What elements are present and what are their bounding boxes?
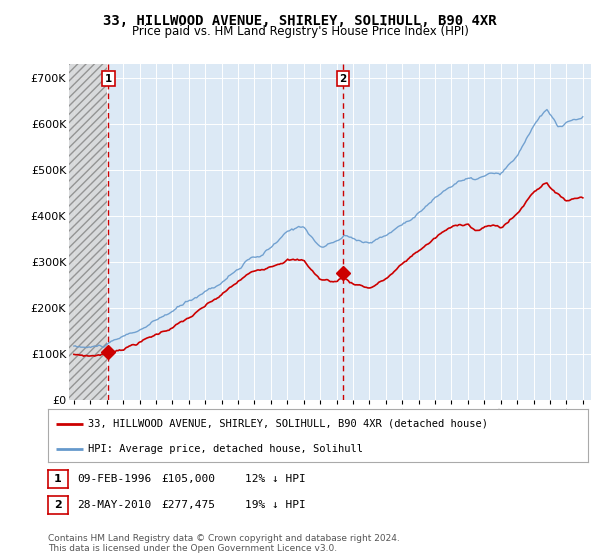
Text: Price paid vs. HM Land Registry's House Price Index (HPI): Price paid vs. HM Land Registry's House … (131, 25, 469, 38)
Bar (69, 64, 107, 400)
Text: 2: 2 (340, 73, 347, 83)
Text: 33, HILLWOOD AVENUE, SHIRLEY, SOLIHULL, B90 4XR: 33, HILLWOOD AVENUE, SHIRLEY, SOLIHULL, … (103, 14, 497, 28)
Text: 1: 1 (105, 73, 112, 83)
Text: 33, HILLWOOD AVENUE, SHIRLEY, SOLIHULL, B90 4XR (detached house): 33, HILLWOOD AVENUE, SHIRLEY, SOLIHULL, … (89, 419, 488, 429)
Text: £105,000: £105,000 (161, 474, 215, 484)
Text: 28-MAY-2010: 28-MAY-2010 (77, 500, 151, 510)
Text: Contains HM Land Registry data © Crown copyright and database right 2024.
This d: Contains HM Land Registry data © Crown c… (48, 534, 400, 553)
Text: 12% ↓ HPI: 12% ↓ HPI (245, 474, 305, 484)
Text: £277,475: £277,475 (161, 500, 215, 510)
Text: HPI: Average price, detached house, Solihull: HPI: Average price, detached house, Soli… (89, 444, 364, 454)
Text: 19% ↓ HPI: 19% ↓ HPI (245, 500, 305, 510)
Text: 2: 2 (54, 500, 62, 510)
Text: 1: 1 (54, 474, 62, 484)
Text: 09-FEB-1996: 09-FEB-1996 (77, 474, 151, 484)
